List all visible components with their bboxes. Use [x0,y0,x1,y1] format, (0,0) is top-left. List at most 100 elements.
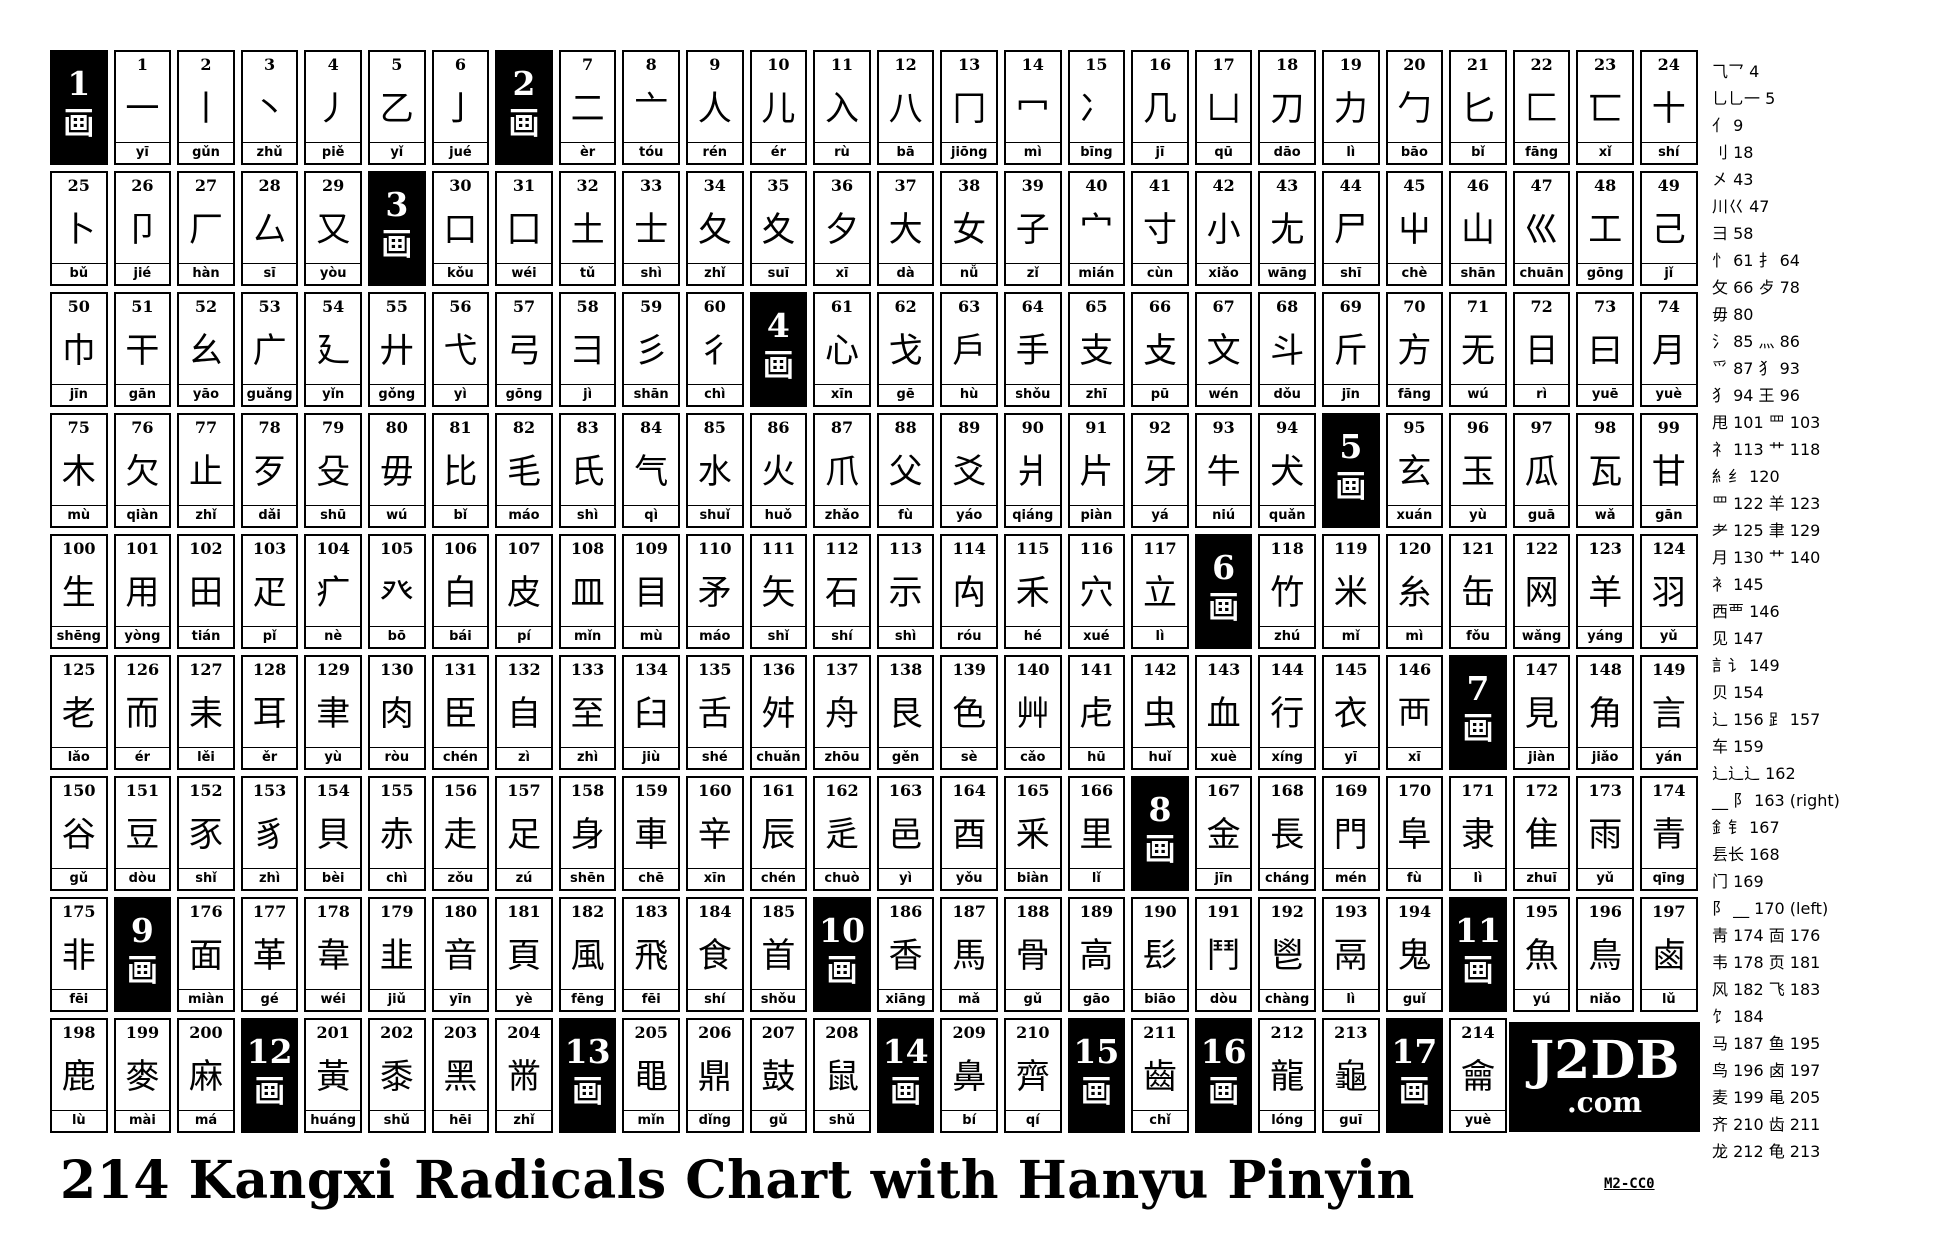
radical-cell: 201 黃 huáng [304,1018,362,1133]
radical-number: 183 [634,902,668,921]
radical-character: 入 [824,89,859,129]
radical-pinyin: biāo [1133,989,1187,1010]
radical-character: 彡 [634,331,669,371]
radical-character: 日 [1524,331,1559,371]
radical-pinyin: mǐ [1324,626,1378,647]
radical-cell: 48 工 gōng [1576,171,1634,286]
radical-cell: 107 皮 pí [495,534,553,649]
radical-cell: 150 谷 gǔ [50,776,108,891]
radical-pinyin: chàng [1260,989,1314,1010]
radical-pinyin: cùn [1133,263,1187,284]
radical-number: 180 [443,902,478,921]
radical-number: 192 [1270,902,1304,921]
radical-pinyin: yǐn [306,384,360,405]
radical-cell: 139 色 sè [940,655,998,770]
radical-pinyin: bīng [1069,142,1124,163]
radical-number: 1 [136,55,148,74]
stroke-count-header: 16 画 [1194,1018,1253,1133]
radical-character: 飛 [634,936,669,976]
radical-pinyin: zhǔ [242,142,297,163]
radical-cell: 92 牙 yá [1131,413,1189,528]
radical-pinyin: jié [115,263,170,284]
radical-character: 女 [952,210,987,250]
radical-pinyin: huǒ [751,505,806,526]
radical-number: 11 [830,55,854,74]
radical-pinyin: jiàn [1514,747,1569,768]
radical-cell: 144 行 xíng [1258,655,1316,770]
radical-number: 118 [1270,539,1304,558]
radical-pinyin: zhì [242,868,297,889]
radical-character: 屮 [1397,210,1432,250]
radical-cell: 164 酉 yǒu [940,776,998,891]
radical-character: 一 [125,89,160,129]
radical-number: 125 [62,660,96,679]
radical-cell: 174 青 qīng [1640,776,1698,891]
radical-pinyin: jiǎo [1578,747,1632,768]
radical-cell: 165 釆 biàn [1004,776,1062,891]
radical-character: 爪 [824,452,859,492]
variant-form-item: 麦 199 黾 205 [1712,1088,1821,1107]
radical-cell: 106 白 bái [431,534,490,649]
radical-pinyin: guǎng [242,384,297,405]
radical-number: 21 [1466,55,1490,74]
radical-character: 彳 [697,331,732,371]
radical-number: 127 [189,660,223,679]
stroke-count-number: 10 [819,911,865,950]
radical-pinyin: chuǎn [751,747,806,768]
radical-number: 152 [189,781,223,800]
radical-cell: 194 鬼 guǐ [1385,897,1444,1012]
radical-character: 夊 [761,210,796,250]
radical-cell: 203 黑 hēi [431,1018,490,1133]
radical-pinyin: bā [878,142,933,163]
radical-pinyin: shì [624,263,678,284]
radical-pinyin: wéi [497,263,551,284]
radical-character: 土 [570,210,605,250]
radical-number: 6 [454,55,466,74]
radical-pinyin: lì [1324,142,1378,163]
radical-cell: 208 鼠 shǔ [813,1018,871,1133]
radical-pinyin: sī [242,263,297,284]
radical-character: 儿 [761,89,796,129]
radical-pinyin: máo [688,626,742,647]
radical-pinyin: jué [433,142,488,163]
radical-number: 141 [1079,660,1114,679]
radical-number: 13 [958,55,981,74]
radical-number: 137 [825,660,859,679]
radical-number: 100 [62,539,96,558]
radical-character: 酉 [952,815,987,855]
radical-cell: 73 曰 yuē [1576,292,1634,407]
radical-number: 117 [1143,539,1177,558]
radical-cell: 61 心 xīn [813,292,871,407]
radical-pinyin: wāng [1260,263,1314,284]
radical-cell: 185 首 shǒu [749,897,808,1012]
radical-pinyin: yáng [1578,626,1632,647]
radical-character: 貝 [316,815,351,855]
radical-number: 9 [709,55,721,74]
radical-cell: 127 耒 lěi [177,655,235,770]
radical-cell: 152 豕 shǐ [177,776,235,891]
radical-pinyin: zhú [1260,626,1314,647]
radical-pinyin: lì [1133,626,1187,647]
radical-cell: 56 弋 yì [431,292,490,407]
variant-form-item: 门 169 [1712,872,1764,891]
radical-number: 165 [1016,781,1050,800]
radical-number: 108 [570,539,605,558]
radical-cell: 122 网 wǎng [1512,534,1571,649]
radical-number: 184 [698,902,732,921]
radical-number: 161 [761,781,796,800]
radical-cell: 141 虍 hū [1067,655,1126,770]
radical-pinyin: miàn [179,989,233,1010]
radical-cell: 168 長 cháng [1258,776,1316,891]
radical-number: 69 [1339,297,1362,316]
radical-character: 辵 [824,815,859,855]
radical-character: 工 [1588,210,1623,250]
radical-cell: 84 气 qì [622,413,680,528]
radical-pinyin: jiǔ [370,989,424,1010]
radical-pinyin: niǎo [1578,989,1632,1010]
stroke-count-char: 画 [762,348,794,384]
radical-number: 95 [1403,418,1426,437]
radical-number: 82 [512,418,536,437]
radical-pinyin: qū [1196,142,1251,163]
radical-number: 182 [570,902,605,921]
